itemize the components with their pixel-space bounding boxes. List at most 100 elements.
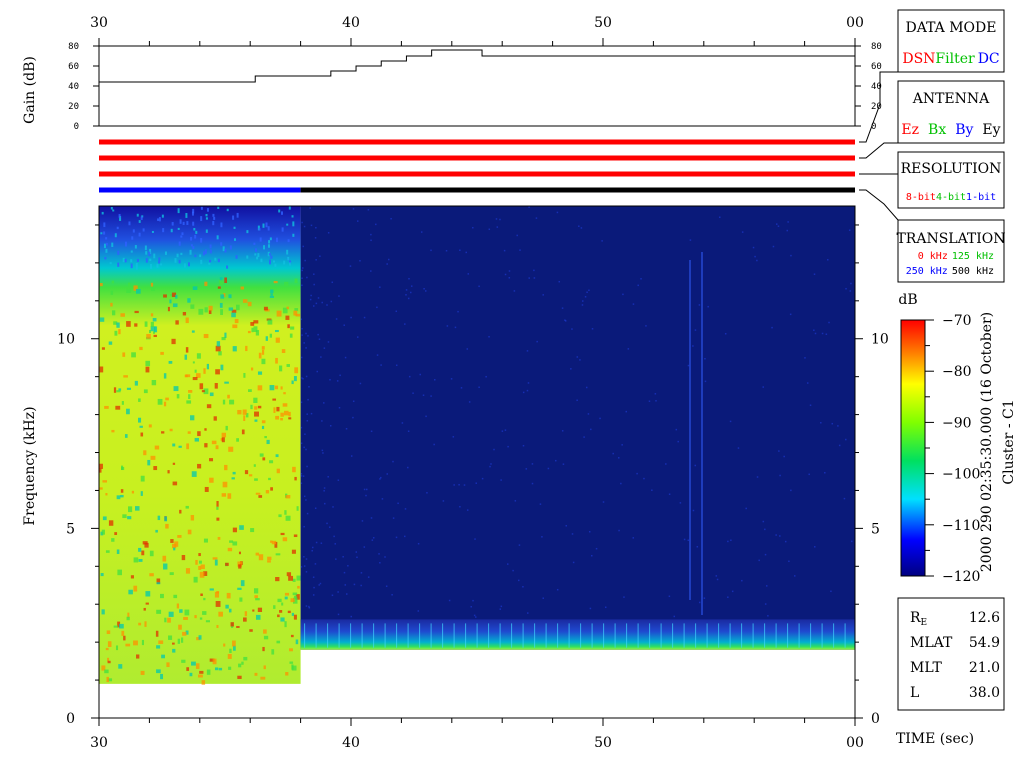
speckle [194, 369, 197, 373]
speckle [163, 294, 167, 298]
speckle [136, 288, 141, 294]
speckle [101, 665, 106, 671]
noise-dot [417, 542, 420, 545]
noise-dot [779, 535, 781, 537]
speckle [238, 663, 242, 668]
noise-dot [831, 422, 834, 425]
speckle [292, 466, 296, 473]
speckle [171, 222, 174, 226]
noise-dot [315, 302, 318, 305]
speckle [274, 541, 278, 548]
speckle [283, 392, 286, 395]
freq-tick-label: 0 [66, 711, 75, 727]
speckle [100, 573, 104, 577]
speckle [102, 480, 108, 483]
speckle [220, 364, 224, 371]
noise-dot [323, 487, 326, 489]
speckle [297, 585, 300, 589]
speckle [273, 407, 276, 413]
noise-dot [564, 320, 567, 322]
noise-dot [370, 517, 373, 519]
speckle [209, 658, 215, 662]
noise-dot [513, 290, 516, 292]
noise-dot [376, 306, 378, 309]
noise-dot [303, 446, 305, 449]
noise-dot [321, 301, 323, 304]
speckle [177, 638, 181, 644]
speckle [191, 661, 196, 666]
noise-dot [313, 283, 315, 286]
speckle [179, 609, 183, 613]
speckle [226, 592, 231, 599]
time-axis-label: TIME (sec) [896, 731, 974, 747]
speckle [254, 406, 258, 410]
speckle [254, 248, 257, 252]
colorbar-tick-label: −100 [942, 467, 980, 483]
speckle [228, 608, 232, 613]
speckle [142, 541, 148, 545]
spectrogram-region-high [99, 206, 301, 684]
speckle [186, 221, 189, 225]
speckle [232, 215, 235, 220]
speckle [258, 495, 263, 498]
speckle [254, 595, 258, 599]
antenna-ey: Ey [982, 122, 1000, 138]
speckle [186, 400, 192, 404]
speckle [275, 357, 278, 364]
speckle [291, 215, 294, 218]
speckle [114, 233, 117, 238]
noise-dot [300, 401, 303, 404]
speckle [267, 556, 272, 561]
noise-dot [448, 599, 451, 602]
speckle [126, 616, 130, 621]
noise-dot [312, 305, 315, 307]
noise-dot [481, 477, 484, 480]
noise-dot [465, 251, 468, 254]
speckle [245, 345, 248, 352]
orbit-label-text: MLT [910, 660, 942, 676]
noise-dot [518, 544, 521, 546]
noise-dot [360, 584, 362, 587]
speckle [194, 254, 197, 258]
speckle [274, 263, 277, 267]
noise-dot [453, 484, 455, 486]
colorbar-tick-label: −90 [942, 415, 972, 431]
speckle [236, 438, 239, 442]
speckle [145, 360, 151, 367]
noise-dot [300, 473, 303, 475]
speckle [149, 248, 152, 252]
speckle [204, 307, 208, 313]
orbit-value: 38.0 [969, 685, 1000, 701]
speckle [185, 630, 189, 635]
noise-dot [301, 284, 303, 287]
speckle [265, 336, 268, 341]
noise-dot [636, 472, 638, 475]
noise-dot [488, 336, 490, 338]
speckle [283, 410, 289, 416]
colorbar-tick-label: −110 [942, 518, 980, 534]
speckle [177, 208, 180, 214]
speckle [154, 445, 160, 450]
speckle [237, 561, 242, 567]
speckle [117, 621, 121, 628]
noise-dot [344, 356, 347, 359]
noise-dot [542, 294, 544, 296]
speckle [275, 415, 280, 420]
speckle [209, 244, 212, 249]
speckle [158, 257, 161, 261]
speckle [140, 670, 145, 675]
speckle [149, 329, 152, 334]
speckle [156, 265, 159, 268]
noise-dot [420, 231, 423, 233]
speckle [265, 490, 270, 494]
speckle [250, 528, 255, 533]
noise-dot [317, 333, 319, 336]
noise-dot [771, 326, 773, 329]
noise-dot [302, 475, 305, 477]
speckle [103, 243, 106, 249]
speckle [184, 374, 188, 378]
noise-dot [314, 507, 317, 509]
noise-dot [698, 304, 701, 306]
noise-dot [304, 433, 306, 435]
noise-dot [315, 259, 317, 261]
